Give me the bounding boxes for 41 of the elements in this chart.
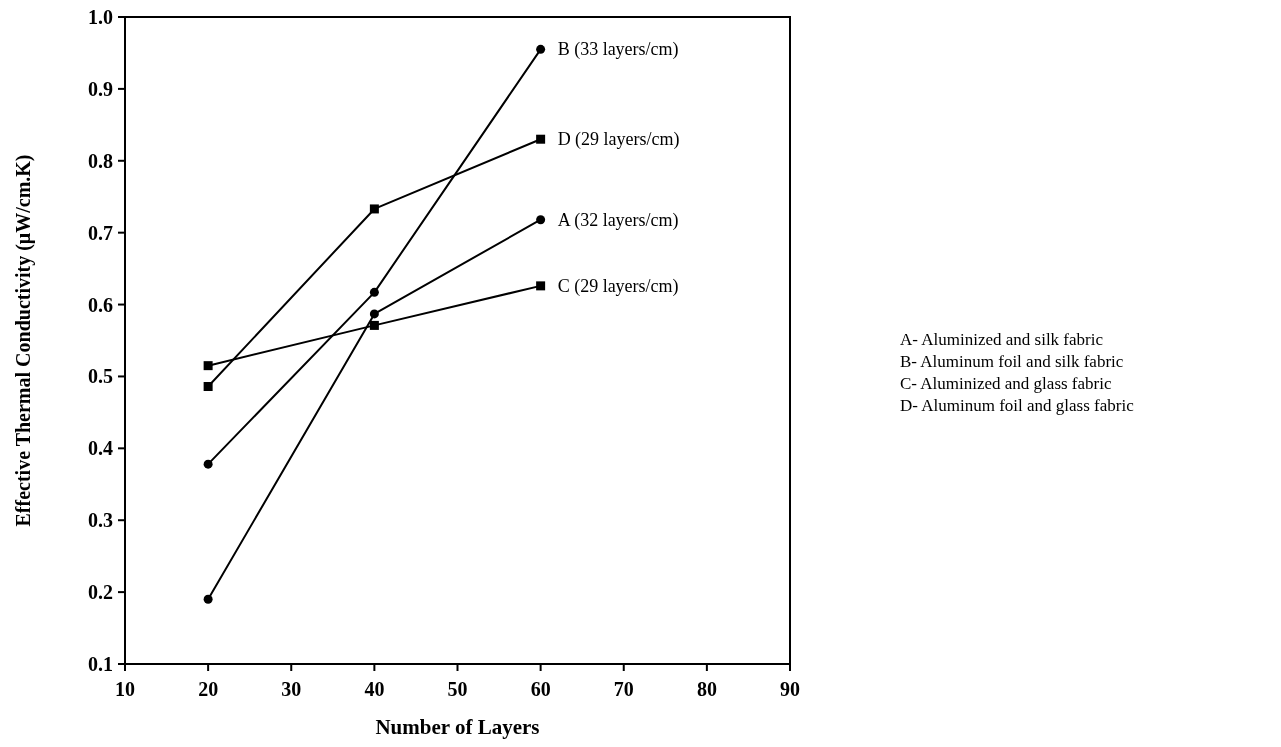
point: [203, 459, 213, 469]
point: [536, 215, 546, 225]
x-tick-label: 10: [115, 678, 135, 700]
point: [536, 281, 546, 291]
y-tick-label: 0.3: [88, 509, 113, 532]
series-label: A (32 layers/cm): [557, 209, 679, 231]
y-tick-label: 0.9: [88, 77, 113, 100]
text: D- Aluminum foil and glass fabric: [900, 396, 1135, 415]
x-tick-label: 80: [696, 678, 717, 700]
x-tick-label: 60: [530, 678, 551, 700]
x-axis-title: Number of Layers: [375, 715, 540, 739]
y-axis-title: Effective Thermal Conductivity (μW/cm.K): [12, 154, 35, 527]
text: C- Aluminized and glass fabric: [900, 374, 1112, 393]
point: [369, 287, 379, 297]
point: [369, 204, 379, 214]
point: [369, 309, 379, 319]
x-tick-label: 50: [447, 678, 468, 700]
y-tick-label: 0.4: [88, 437, 113, 460]
point: [203, 594, 213, 604]
y-tick-label: 0.8: [88, 149, 113, 172]
point: [203, 361, 213, 371]
x-tick-label: 30: [281, 678, 302, 700]
y-tick-label: 0.2: [88, 581, 113, 604]
point: [369, 320, 379, 330]
x-tick-label: 20: [198, 678, 219, 700]
point: [536, 44, 546, 54]
point: [203, 382, 213, 392]
text: A- Aluminized and silk fabric: [900, 330, 1104, 349]
series-label: B (33 layers/cm): [557, 39, 679, 61]
y-tick-label: 0.5: [88, 365, 113, 388]
y-tick-label: 0.7: [88, 221, 113, 244]
series-label: C (29 layers/cm): [557, 275, 679, 297]
x-tick-label: 90: [780, 678, 800, 700]
y-tick-label: 0.1: [88, 653, 113, 675]
x-tick-label: 40: [364, 678, 385, 700]
point: [536, 134, 546, 144]
y-tick-label: 0.6: [88, 293, 113, 316]
x-tick-label: 70: [613, 678, 634, 700]
series-label: D (29 layers/cm): [557, 129, 680, 151]
text: B- Aluminum foil and silk fabric: [900, 352, 1124, 371]
y-tick-label: 1.0: [88, 6, 113, 28]
